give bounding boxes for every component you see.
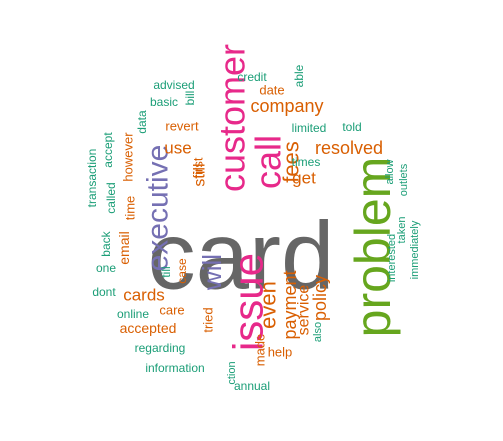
word-resolved: resolved bbox=[315, 138, 383, 158]
word-accept: accept bbox=[101, 132, 115, 168]
word-credit: credit bbox=[237, 70, 267, 84]
word-cards: cards bbox=[123, 286, 165, 305]
word-annual: annual bbox=[234, 379, 270, 393]
word-revert: revert bbox=[165, 119, 199, 134]
word-ction: ction bbox=[226, 361, 238, 384]
word-outlets: outlets bbox=[398, 163, 410, 196]
word-told: told bbox=[342, 120, 361, 134]
word-taken: taken bbox=[396, 217, 408, 244]
word-problem: problem bbox=[345, 157, 401, 338]
word-care: care bbox=[159, 303, 184, 318]
word-regarding: regarding bbox=[135, 341, 186, 355]
word-executive: executive bbox=[142, 145, 175, 272]
word-transaction: transaction bbox=[85, 149, 99, 208]
word-time: time bbox=[123, 196, 138, 221]
word-company: company bbox=[250, 96, 323, 116]
word-will: will bbox=[197, 254, 227, 291]
word-date: date bbox=[259, 83, 284, 98]
word-help: help bbox=[268, 345, 293, 360]
word-till: till bbox=[159, 266, 173, 277]
word-limited: limited bbox=[292, 121, 327, 135]
word-dont: dont bbox=[92, 285, 116, 299]
word-even: even bbox=[256, 281, 281, 329]
word-issue: issue bbox=[225, 253, 272, 351]
word-data: data bbox=[135, 110, 149, 134]
word-allow: allow bbox=[384, 159, 396, 184]
word-first: first bbox=[191, 157, 206, 178]
word-called: called bbox=[104, 182, 118, 213]
word-tried: tried bbox=[201, 307, 216, 332]
word-call: call bbox=[248, 135, 289, 189]
word-policy: policy bbox=[310, 275, 330, 321]
word-interested: interested bbox=[386, 234, 398, 282]
word-accepted: accepted bbox=[120, 320, 177, 336]
word-immediately: immediately bbox=[409, 220, 421, 279]
word-payment: payment bbox=[280, 270, 300, 339]
word-use: use bbox=[164, 139, 191, 158]
word-service: service bbox=[296, 285, 313, 336]
word-get: get bbox=[292, 169, 316, 188]
word-information: information bbox=[145, 361, 204, 375]
word-also: also bbox=[312, 322, 324, 342]
word-layer: card problem issue customer executive call wil… bbox=[85, 44, 421, 393]
word-still: still bbox=[192, 163, 209, 186]
word-however: however bbox=[121, 132, 136, 182]
word-basic: basic bbox=[150, 95, 178, 109]
word-advised: advised bbox=[153, 78, 194, 92]
word-times: times bbox=[292, 155, 321, 169]
word-fees: fees bbox=[279, 141, 304, 183]
word-case: case bbox=[175, 258, 189, 284]
word-customer: customer bbox=[212, 44, 253, 192]
word-able: able bbox=[292, 64, 306, 87]
word-online: online bbox=[117, 307, 149, 321]
word-email: email bbox=[116, 231, 132, 264]
word-card: card bbox=[148, 203, 335, 310]
word-one: one bbox=[96, 261, 116, 275]
word-made: made bbox=[253, 334, 268, 367]
word-back: back bbox=[99, 230, 113, 256]
word-bill: bill bbox=[183, 91, 197, 106]
